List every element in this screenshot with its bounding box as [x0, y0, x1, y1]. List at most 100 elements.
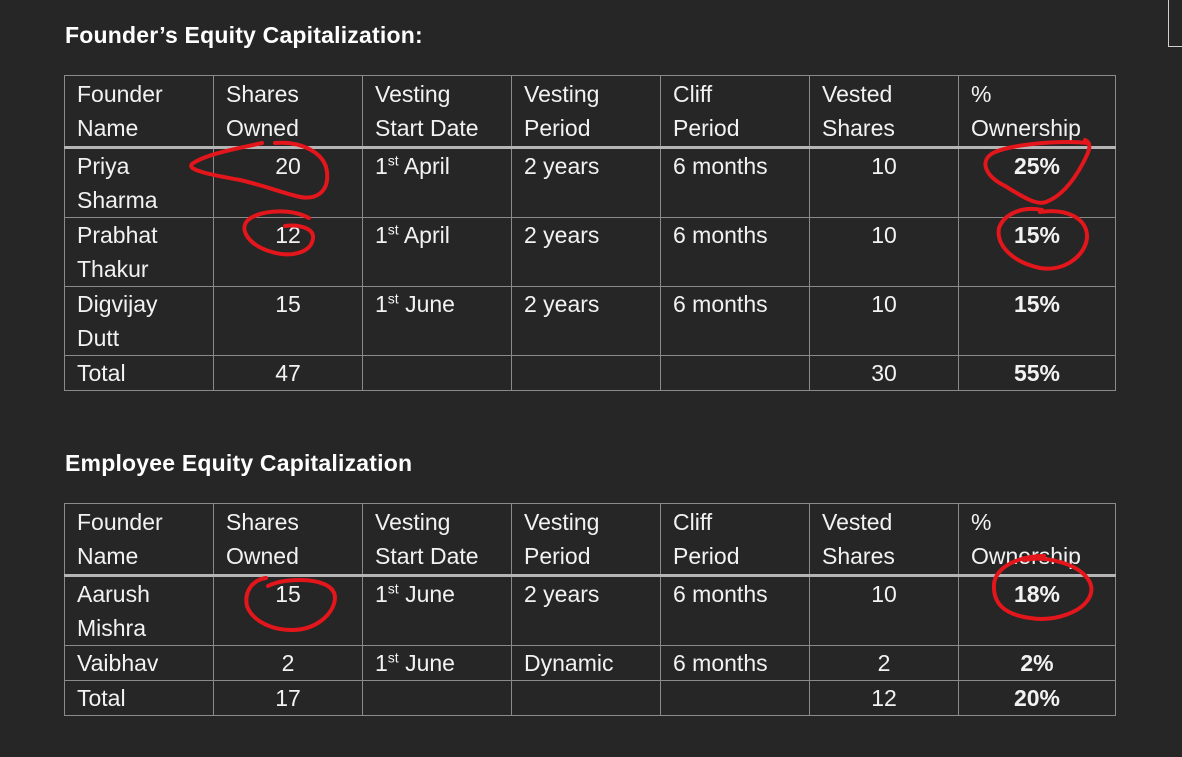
cell-name: Vaibhav — [64, 645, 214, 681]
cell-period: 2 years — [511, 286, 661, 356]
header-line: Founder — [77, 509, 163, 535]
cell-empty — [660, 680, 810, 716]
header-cliff-period: Cliff Period — [660, 75, 810, 149]
date-month: June — [405, 581, 455, 607]
table-row: Priya Sharma 20 1st April 2 years 6 month… — [64, 147, 1116, 218]
cell-cliff: 6 months — [660, 217, 810, 287]
date-ordinal: st — [387, 152, 399, 169]
cell-total-label: Total — [64, 680, 214, 716]
cell-total-label: Total — [64, 355, 214, 391]
cell-shares: 20 — [213, 147, 363, 218]
cell-empty — [362, 680, 512, 716]
cell-total-ownership: 20% — [958, 680, 1116, 716]
founder-section-title: Founder’s Equity Capitalization: — [65, 22, 423, 48]
table-total-row: Total 47 30 55% — [64, 355, 1116, 391]
header-line: Name — [77, 115, 139, 141]
cell-ownership: 18% — [958, 575, 1116, 646]
cell-total-vested: 30 — [809, 355, 959, 391]
header-ownership: % Ownership — [958, 75, 1116, 149]
cell-period: 2 years — [511, 575, 661, 646]
cell-ownership: 25% — [958, 147, 1116, 218]
header-line: Period — [673, 543, 740, 569]
cell-vested: 2 — [809, 645, 959, 681]
cell-period: 2 years — [511, 147, 661, 218]
header-line: Owned — [226, 115, 299, 141]
header-line: Cliff — [673, 81, 713, 107]
cell-empty — [660, 355, 810, 391]
table-row: Vaibhav 2 1st June Dynamic 6 months 2 2% — [64, 645, 1116, 681]
table-total-row: Total 17 12 20% — [64, 680, 1116, 716]
cell-cliff: 6 months — [660, 575, 810, 646]
cell-cliff: 6 months — [660, 147, 810, 218]
cell-ownership: 15% — [958, 217, 1116, 287]
name-line: Thakur — [77, 256, 149, 282]
cell-period: Dynamic — [511, 645, 661, 681]
table-row: Digvijay Dutt 15 1st June 2 years 6 month… — [64, 286, 1116, 356]
cell-vested: 10 — [809, 286, 959, 356]
founder-equity-table: Founder Name Shares Owned Vesting Start Dat… — [64, 75, 1116, 391]
cell-total-vested: 12 — [809, 680, 959, 716]
cell-ownership: 15% — [958, 286, 1116, 356]
date-day: 1 — [375, 222, 388, 248]
date-day: 1 — [375, 581, 388, 607]
date-month: April — [403, 222, 450, 248]
header-line: Vesting — [375, 509, 451, 535]
date-ordinal: st — [387, 290, 399, 307]
header-cliff-period: Cliff Period — [660, 503, 810, 577]
table-header-row: Founder Name Shares Owned Vesting Start Dat… — [64, 75, 1116, 149]
header-vesting-start: Vesting Start Date — [362, 75, 512, 149]
header-line: Period — [524, 115, 591, 141]
cell-ownership: 2% — [958, 645, 1116, 681]
table-row: Aarush Mishra 15 1st June 2 years 6 month… — [64, 575, 1116, 646]
date-day: 1 — [375, 153, 388, 179]
date-month: April — [403, 153, 450, 179]
cell-cliff: 6 months — [660, 645, 810, 681]
header-vested-shares: Vested Shares — [809, 503, 959, 577]
header-line: Period — [524, 543, 591, 569]
header-vested-shares: Vested Shares — [809, 75, 959, 149]
cell-start-date: 1st June — [362, 286, 512, 356]
header-line: Shares — [226, 509, 299, 535]
cell-name: Aarush Mishra — [64, 575, 214, 646]
header-line: % — [971, 509, 992, 535]
name-line: Dutt — [77, 325, 120, 351]
cell-vested: 10 — [809, 217, 959, 287]
table-header-row: Founder Name Shares Owned Vesting Start Dat… — [64, 503, 1116, 577]
cell-total-shares: 17 — [213, 680, 363, 716]
header-line: Shares — [822, 115, 895, 141]
cell-vested: 10 — [809, 575, 959, 646]
header-ownership: % Ownership — [958, 503, 1116, 577]
header-vesting-period: Vesting Period — [511, 75, 661, 149]
name-line: Digvijay — [77, 291, 158, 317]
header-line: Start Date — [375, 115, 479, 141]
name-line: Sharma — [77, 187, 158, 213]
header-line: Vested — [822, 81, 893, 107]
cell-name: Digvijay Dutt — [64, 286, 214, 356]
cell-shares: 15 — [213, 575, 363, 646]
date-day: 1 — [375, 650, 388, 676]
header-line: % — [971, 81, 992, 107]
header-line: Founder — [77, 81, 163, 107]
header-line: Owned — [226, 543, 299, 569]
cell-start-date: 1st April — [362, 147, 512, 218]
header-line: Shares — [226, 81, 299, 107]
cell-shares: 12 — [213, 217, 363, 287]
header-vesting-start: Vesting Start Date — [362, 503, 512, 577]
cell-empty — [362, 355, 512, 391]
header-line: Vesting — [524, 81, 600, 107]
header-line: Name — [77, 543, 139, 569]
date-ordinal: st — [387, 649, 399, 666]
window-corner-frame — [1168, 0, 1182, 47]
header-vesting-period: Vesting Period — [511, 503, 661, 577]
header-line: Period — [673, 115, 740, 141]
employee-equity-table: Founder Name Shares Owned Vesting Start Dat… — [64, 503, 1116, 716]
header-line: Vesting — [524, 509, 600, 535]
name-line: Priya — [77, 153, 130, 179]
name-line: Aarush — [77, 581, 150, 607]
date-ordinal: st — [387, 221, 399, 238]
cell-shares: 2 — [213, 645, 363, 681]
cell-empty — [511, 680, 661, 716]
header-line: Shares — [822, 543, 895, 569]
header-founder-name: Founder Name — [64, 75, 214, 149]
cell-total-shares: 47 — [213, 355, 363, 391]
